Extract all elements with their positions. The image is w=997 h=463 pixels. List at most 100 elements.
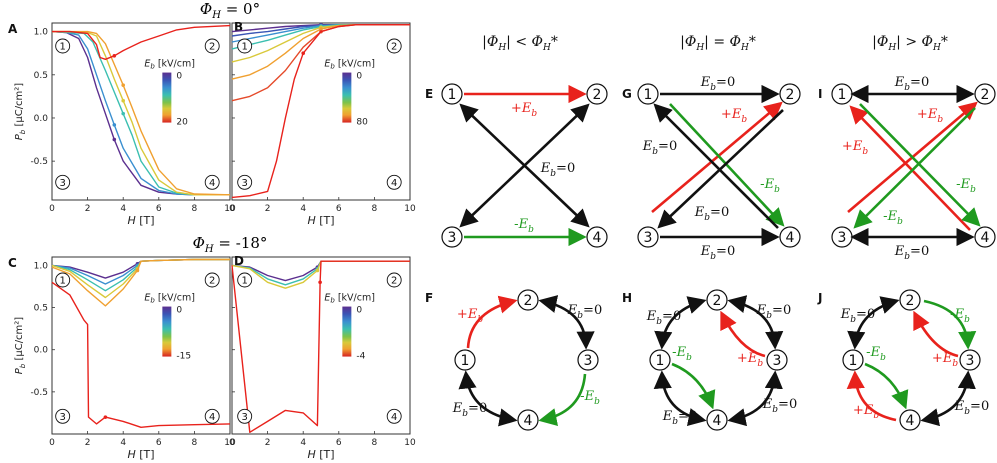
edge-sub: b [897, 217, 903, 227]
data-point [319, 27, 323, 31]
x-axis-label-unit: [T] [136, 448, 155, 461]
edge-sign: - [672, 345, 676, 360]
edge-sub: b [952, 359, 958, 369]
y-tick-label: 0.5 [34, 304, 48, 314]
edge-label-i-3-2: +Eb [917, 107, 943, 125]
panel-letter: G [622, 87, 632, 101]
state-label: 3 [59, 178, 65, 189]
edge-sub: b [873, 411, 879, 421]
edge-sign: + [737, 351, 748, 366]
node-i-2 [974, 83, 996, 105]
edge-e: E [452, 401, 463, 416]
state-label: 4 [391, 178, 397, 189]
x-axis-label-var: H [307, 448, 315, 461]
edge-e: E [894, 75, 905, 90]
header-bar-left: | [680, 34, 685, 50]
edge-label-g-1-2: Eb=0 [700, 75, 735, 93]
colorbar-min-label: 0 [176, 306, 182, 316]
x-tick-label: 10 [224, 204, 236, 214]
header-sub-right: H [740, 43, 749, 53]
edge-e: E [927, 107, 938, 122]
y-tick-label: 0.0 [34, 346, 49, 356]
y-axis-label-var: P [14, 367, 25, 374]
x-axis-label-unit: [T] [136, 214, 155, 227]
node-h-2-label: 2 [713, 293, 722, 309]
edge-e: E [894, 244, 905, 259]
edge-f-3-4 [538, 373, 587, 427]
data-series-line [51, 30, 230, 196]
edge-label-h-1-2: Eb=0 [646, 309, 681, 327]
panel-letter: C [8, 256, 17, 270]
edge-eq: =0 [910, 75, 929, 90]
plot-frame [231, 22, 411, 201]
data-point [121, 83, 125, 87]
x-tick-label: 0 [49, 438, 55, 448]
edge-label-e-1-2: +Eb [511, 101, 537, 119]
header-phi: Φ [685, 34, 696, 50]
state-label: 2 [391, 42, 397, 53]
x-tick-label: 6 [336, 438, 342, 448]
edge-label-f-2-3: Eb=0 [567, 303, 602, 321]
node-e-3 [441, 226, 463, 248]
state-label: 1 [59, 42, 65, 53]
colorbar [342, 306, 352, 357]
edge-e: E [540, 161, 551, 176]
data-point [135, 268, 140, 273]
x-tick-label: 8 [372, 438, 378, 448]
header-star: * [551, 34, 558, 50]
node-i-1-label: 1 [838, 87, 847, 103]
panel-letter: B [234, 20, 243, 34]
y-tick-label: 1.0 [34, 261, 49, 271]
edge-label-e-3-4: -Eb [514, 217, 534, 235]
x-tick-label: 6 [336, 204, 342, 214]
edge-g-4-1 [653, 103, 779, 229]
data-series-line [51, 258, 230, 285]
panel-letter: F [425, 291, 433, 305]
node-i-4-label: 4 [981, 230, 990, 246]
data-series-line [52, 30, 231, 196]
edge-j-3-2 [913, 310, 959, 358]
colorbar [162, 306, 172, 357]
node-e-3-label: 3 [448, 230, 457, 246]
edge-sub: b [964, 407, 970, 417]
edge-h-3-2 [720, 310, 766, 358]
x-tick-label: 2 [265, 438, 271, 448]
data-point [112, 123, 117, 127]
state-marker-2 [204, 38, 220, 54]
node-g-3 [637, 226, 659, 248]
edge-e: E [662, 409, 673, 424]
edge-eq: =0 [658, 139, 677, 154]
edge-sub: b [904, 252, 910, 262]
panel-letter: I [818, 87, 822, 101]
plots-group: 0 2 4 6 8 101.00.50.0-0.5H [T]Pb [μC/cm²]A1 23… [8, 20, 416, 461]
node-h-4-label: 4 [713, 413, 722, 429]
panel-letter: J [817, 291, 822, 305]
edge-sub: b [741, 115, 747, 125]
edge-e: E [954, 307, 965, 322]
state-label: 2 [209, 42, 215, 53]
state-label: 1 [241, 276, 247, 287]
node-f-4 [517, 409, 539, 431]
edge-eq: =0 [716, 75, 735, 90]
edge-h-2-3 [727, 295, 784, 350]
plot-panel-c: 0 2 4 6 8 10 1.0 0.5 0.0 -0.5 H [T] Pb [μC/cm²] C 1 2 3… [8, 256, 236, 461]
colorbar-max-label: -4 [356, 352, 365, 362]
edge-sub: b [531, 109, 537, 119]
node-j-2 [899, 289, 921, 311]
row-title-bottom: ΦH = -18° [193, 234, 268, 255]
edge-sub: b [766, 311, 772, 321]
edge-sign: - [950, 307, 954, 322]
edge-i-2-3 [853, 107, 976, 229]
edge-sub: b [528, 225, 534, 235]
header-phi-right: Φ [922, 34, 933, 50]
data-point [112, 54, 117, 58]
header-sub: H [695, 43, 704, 53]
x-axis-label: H [T] [127, 448, 154, 461]
node-j-1 [842, 349, 864, 371]
edge-eq: =0 [778, 397, 797, 412]
edge-i-4-1 [849, 105, 971, 231]
colorbar-min-label: 0 [176, 72, 182, 82]
node-g-2 [779, 83, 801, 105]
node-g-1 [637, 83, 659, 105]
y-axis-label: Pb [μC/cm²] [14, 317, 27, 375]
